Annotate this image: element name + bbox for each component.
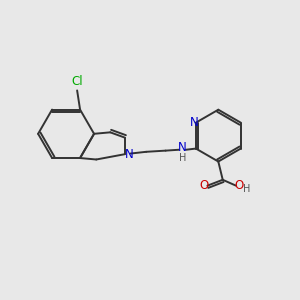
Text: O: O: [199, 179, 208, 193]
Text: H: H: [243, 184, 250, 194]
Text: Cl: Cl: [71, 75, 83, 88]
Text: N: N: [190, 116, 199, 129]
Text: N: N: [125, 148, 134, 161]
Text: N: N: [178, 141, 187, 154]
Text: O: O: [234, 178, 244, 192]
Text: H: H: [179, 153, 187, 163]
